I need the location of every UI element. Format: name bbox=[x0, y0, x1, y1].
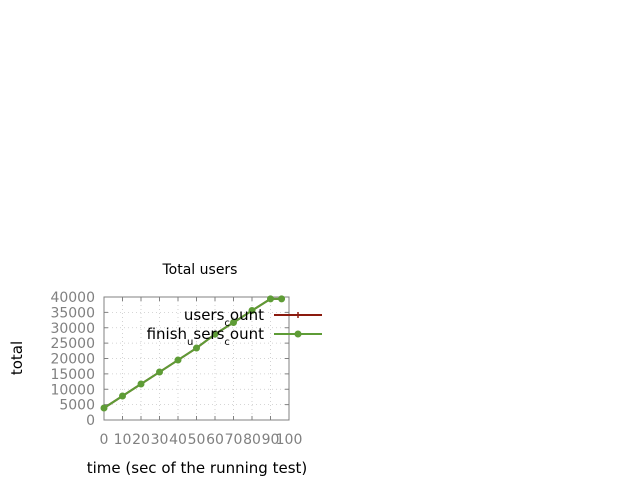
data-point bbox=[248, 307, 256, 315]
grid bbox=[104, 297, 289, 420]
y-tick-label: 25000 bbox=[50, 336, 95, 352]
legend-label: userscount bbox=[184, 306, 264, 329]
y-tick-label: 20000 bbox=[50, 352, 95, 368]
x-tick-label: 0 bbox=[100, 432, 109, 448]
y-tick-label: 35000 bbox=[50, 305, 95, 321]
y-tick-label: 0 bbox=[86, 413, 95, 429]
x-tick-label: 70 bbox=[225, 432, 243, 448]
x-tick-label: 50 bbox=[188, 432, 206, 448]
y-tick-label: 40000 bbox=[50, 290, 95, 306]
data-point bbox=[278, 295, 286, 303]
x-tick-label: 40 bbox=[169, 432, 187, 448]
data-point bbox=[137, 380, 145, 388]
legend-item-users_count: userscount bbox=[184, 306, 322, 329]
x-tick-label: 10 bbox=[114, 432, 132, 448]
x-tick-label: 60 bbox=[206, 432, 224, 448]
y-tick-label: 30000 bbox=[50, 321, 95, 337]
x-tick-label: 100 bbox=[276, 432, 303, 448]
series-layer bbox=[100, 295, 286, 412]
data-point bbox=[211, 330, 219, 338]
data-point bbox=[119, 392, 126, 400]
y-axis-label: total bbox=[8, 341, 26, 375]
x-tick-label: 90 bbox=[262, 432, 280, 448]
legend-label: finishuserscount bbox=[147, 325, 265, 348]
x-tick-label: 30 bbox=[151, 432, 169, 448]
data-point bbox=[267, 295, 274, 303]
x-tick-label: 80 bbox=[243, 432, 261, 448]
series-finish_users_count bbox=[100, 295, 286, 412]
legend-swatch-marker bbox=[294, 330, 302, 338]
y-tick-label: 5000 bbox=[59, 398, 95, 414]
axis-ticks: 0 10 20 30 40 50 60 70 80 90100050001000015000200… bbox=[50, 290, 302, 448]
chart-title: Total users bbox=[162, 262, 238, 278]
data-point bbox=[193, 344, 200, 352]
legend-item-finish_users_count: finishuserscount bbox=[147, 325, 322, 348]
x-tick-label: 20 bbox=[132, 432, 150, 448]
y-tick-label: 10000 bbox=[50, 382, 95, 398]
data-point bbox=[230, 319, 237, 327]
data-point bbox=[156, 368, 163, 376]
y-tick-label: 15000 bbox=[50, 367, 95, 383]
data-point bbox=[174, 356, 182, 364]
data-point bbox=[100, 404, 108, 412]
x-axis-label: time (sec of the running test) bbox=[87, 459, 308, 477]
legend-swatch-marker bbox=[295, 312, 301, 318]
